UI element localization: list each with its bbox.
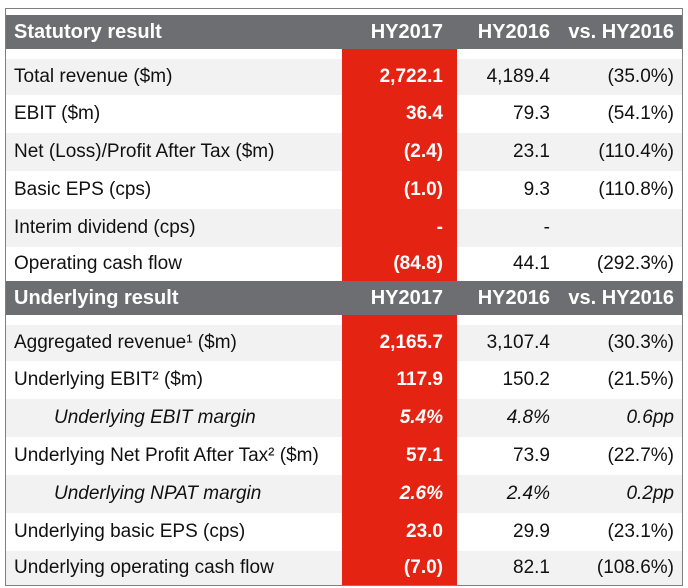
row-vs-value: (23.1%)	[607, 521, 674, 542]
statutory-header-hy2017: HY2017	[370, 20, 443, 43]
underlying-header-vs: vs. HY2016	[568, 286, 674, 309]
table-row: Underlying Net Profit After Tax² ($m) 57…	[6, 437, 682, 475]
row-label: Total revenue ($m)	[14, 66, 173, 87]
table-row: Underlying EBIT² ($m) 117.9 150.2 (21.5%…	[6, 361, 682, 399]
statutory-header-vs: vs. HY2016	[568, 20, 674, 43]
row-vs-value: (35.0%)	[607, 66, 674, 87]
statutory-header-row: Statutory result HY2017 HY2016 vs. HY201…	[6, 15, 682, 49]
table-row: Aggregated revenue¹ ($m) 2,165.7 3,107.4…	[6, 325, 682, 361]
table-row: EBIT ($m) 36.4 79.3 (54.1%)	[6, 95, 682, 133]
row-hy2017-value: 5.4%	[342, 399, 457, 437]
row-vs-value: (292.3%)	[596, 253, 674, 274]
row-hy2016-value: 4,189.4	[486, 66, 550, 87]
row-vs-value: (110.8%)	[598, 179, 674, 200]
row-vs-value: 0.6pp	[626, 407, 674, 428]
row-hy2016-value: 9.3	[523, 179, 550, 200]
row-hy2017-value: 57.1	[342, 437, 457, 475]
statutory-header-hy2016: HY2016	[477, 20, 550, 43]
table-row: Underlying operating cash flow (7.0) 82.…	[6, 551, 682, 585]
row-hy2016-value: 44.1	[513, 253, 550, 274]
table-row: Underlying NPAT margin 2.6% 2.4% 0.2pp	[6, 475, 682, 513]
table-row: Net (Loss)/Profit After Tax ($m) (2.4) 2…	[6, 133, 682, 171]
row-hy2016-value: 3,107.4	[486, 332, 550, 353]
row-vs-value: (21.5%)	[607, 369, 674, 390]
table-row: Operating cash flow (84.8) 44.1 (292.3%)	[6, 247, 682, 281]
row-vs-value	[560, 209, 682, 247]
row-hy2016-value: 2.4%	[506, 483, 550, 504]
row-label: Underlying Net Profit After Tax² ($m)	[14, 445, 319, 466]
table-row: Underlying basic EPS (cps) 23.0 29.9 (23…	[6, 513, 682, 551]
underlying-header-hy2016: HY2016	[477, 286, 550, 309]
underlying-header-hy2017: HY2017	[370, 286, 443, 309]
statutory-header-label: Statutory result	[14, 20, 162, 43]
row-label: Operating cash flow	[14, 253, 182, 274]
table-row: Basic EPS (cps) (1.0) 9.3 (110.8%)	[6, 171, 682, 209]
row-label: Underlying EBIT² ($m)	[14, 369, 203, 390]
row-hy2017-value: (2.4)	[342, 133, 457, 171]
row-hy2016-value: 150.2	[502, 369, 550, 390]
row-hy2017-value: 36.4	[342, 95, 457, 133]
row-vs-value: (110.4%)	[598, 141, 674, 162]
row-hy2017-value: 2,165.7	[342, 325, 457, 361]
row-hy2017-value: (1.0)	[342, 171, 457, 209]
row-label: Underlying basic EPS (cps)	[14, 521, 246, 542]
row-label: Underlying EBIT margin	[54, 407, 256, 428]
row-vs-value: 0.2pp	[626, 483, 674, 504]
row-hy2016-value: 29.9	[513, 521, 550, 542]
table-row: Total revenue ($m) 2,722.1 4,189.4 (35.0…	[6, 59, 682, 95]
row-hy2017-value: 23.0	[342, 513, 457, 551]
row-hy2016-value: 73.9	[513, 445, 550, 466]
row-label: Net (Loss)/Profit After Tax ($m)	[14, 141, 275, 162]
row-vs-value: (22.7%)	[607, 445, 674, 466]
row-hy2016-value: -	[543, 217, 550, 238]
row-vs-value: (30.3%)	[607, 332, 674, 353]
underlying-header-label: Underlying result	[14, 286, 179, 309]
row-label: Interim dividend (cps)	[14, 217, 196, 238]
row-hy2017-value: (84.8)	[342, 247, 457, 281]
row-hy2016-value: 23.1	[513, 141, 550, 162]
table-row: Interim dividend (cps) - -	[6, 209, 682, 247]
row-vs-value: (108.6%)	[596, 557, 674, 578]
row-vs-value: (54.1%)	[607, 103, 674, 124]
row-label: Underlying operating cash flow	[14, 557, 274, 578]
table-row: Underlying EBIT margin 5.4% 4.8% 0.6pp	[6, 399, 682, 437]
row-hy2016-value: 4.8%	[506, 407, 550, 428]
row-label: EBIT ($m)	[14, 103, 101, 124]
row-hy2017-value: -	[342, 209, 457, 247]
row-label: Aggregated revenue¹ ($m)	[14, 332, 237, 353]
row-label: Underlying NPAT margin	[54, 483, 262, 504]
row-hy2017-value: 2.6%	[342, 475, 457, 513]
row-hy2017-value: (7.0)	[342, 551, 457, 585]
row-hy2017-value: 117.9	[342, 361, 457, 399]
row-hy2017-value: 2,722.1	[342, 59, 457, 95]
row-hy2016-value: 79.3	[513, 103, 550, 124]
underlying-header-row: Underlying result HY2017 HY2016 vs. HY20…	[6, 281, 682, 315]
results-table: Statutory result HY2017 HY2016 vs. HY201…	[5, 8, 683, 586]
row-hy2016-value: 82.1	[513, 557, 550, 578]
row-label: Basic EPS (cps)	[14, 179, 152, 200]
